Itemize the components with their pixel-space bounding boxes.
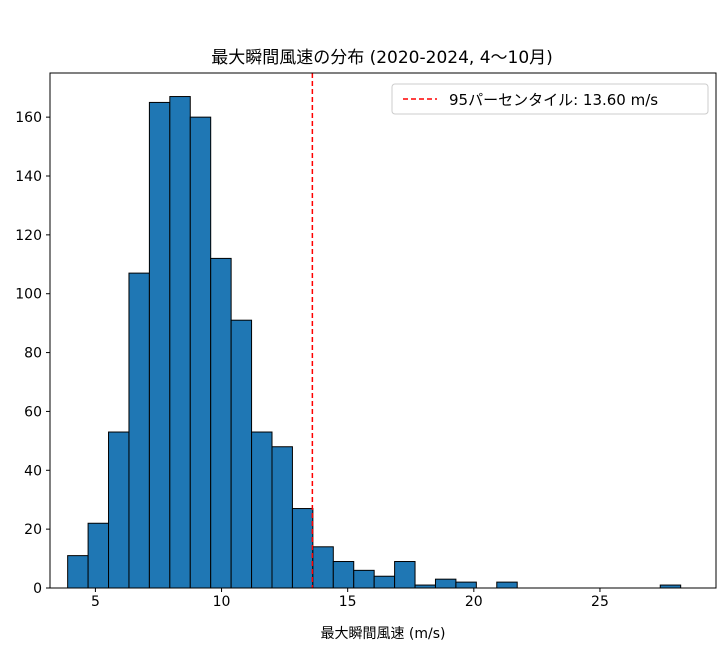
histogram-bar — [373, 575, 396, 589]
legend: 95パーセンタイル: 13.60 m/s — [391, 83, 709, 115]
x-tick-label: 25 — [591, 594, 609, 610]
y-tick-label: 40 — [24, 463, 42, 479]
histogram-bar — [230, 319, 253, 589]
histogram-bar — [169, 96, 191, 589]
y-tick-label: 140 — [15, 169, 42, 185]
histogram-bar — [312, 546, 334, 589]
y-tick-label: 60 — [24, 404, 42, 420]
histogram-bar — [332, 561, 355, 589]
x-tick-label: 5 — [91, 594, 100, 610]
legend-box — [391, 83, 709, 115]
histogram-bar — [353, 569, 375, 589]
x-tick-label: 15 — [339, 594, 357, 610]
histogram-bar — [148, 101, 171, 589]
histogram-bar — [434, 578, 457, 589]
histogram-bar — [210, 257, 232, 589]
y-tick-label: 20 — [24, 522, 42, 538]
legend-entry-label: 95パーセンタイル: 13.60 m/s — [449, 91, 658, 109]
y-tick-label: 0 — [33, 581, 42, 597]
histogram-bar — [108, 431, 130, 589]
x-tick-label: 10 — [213, 594, 231, 610]
histogram-bar — [87, 522, 110, 589]
histogram-bar — [455, 581, 477, 589]
plot-frame — [49, 72, 717, 589]
y-tick-label: 80 — [24, 346, 42, 362]
histogram-bar — [496, 581, 518, 589]
x-axis: 5 10 15 20 25 — [91, 588, 609, 610]
x-axis-label: 最大瞬間風速 (m/s) — [320, 626, 445, 642]
y-tick-label: 120 — [15, 228, 42, 244]
histogram-bar — [189, 116, 212, 589]
histogram-bars — [67, 96, 682, 589]
x-tick-label: 20 — [465, 594, 483, 610]
histogram-bar — [291, 508, 314, 589]
histogram-bar — [271, 446, 293, 589]
histogram-bar — [251, 431, 273, 589]
y-tick-label: 100 — [15, 287, 42, 303]
histogram-bar — [394, 561, 416, 589]
histogram-bar — [128, 272, 150, 589]
histogram-bar — [67, 555, 89, 589]
y-axis: 0 20 40 60 80 100 120 140 160 — [15, 110, 50, 597]
y-tick-label: 160 — [15, 110, 42, 126]
chart-title: 最大瞬間風速の分布 (2020-2024, 4〜10月) — [211, 48, 553, 68]
